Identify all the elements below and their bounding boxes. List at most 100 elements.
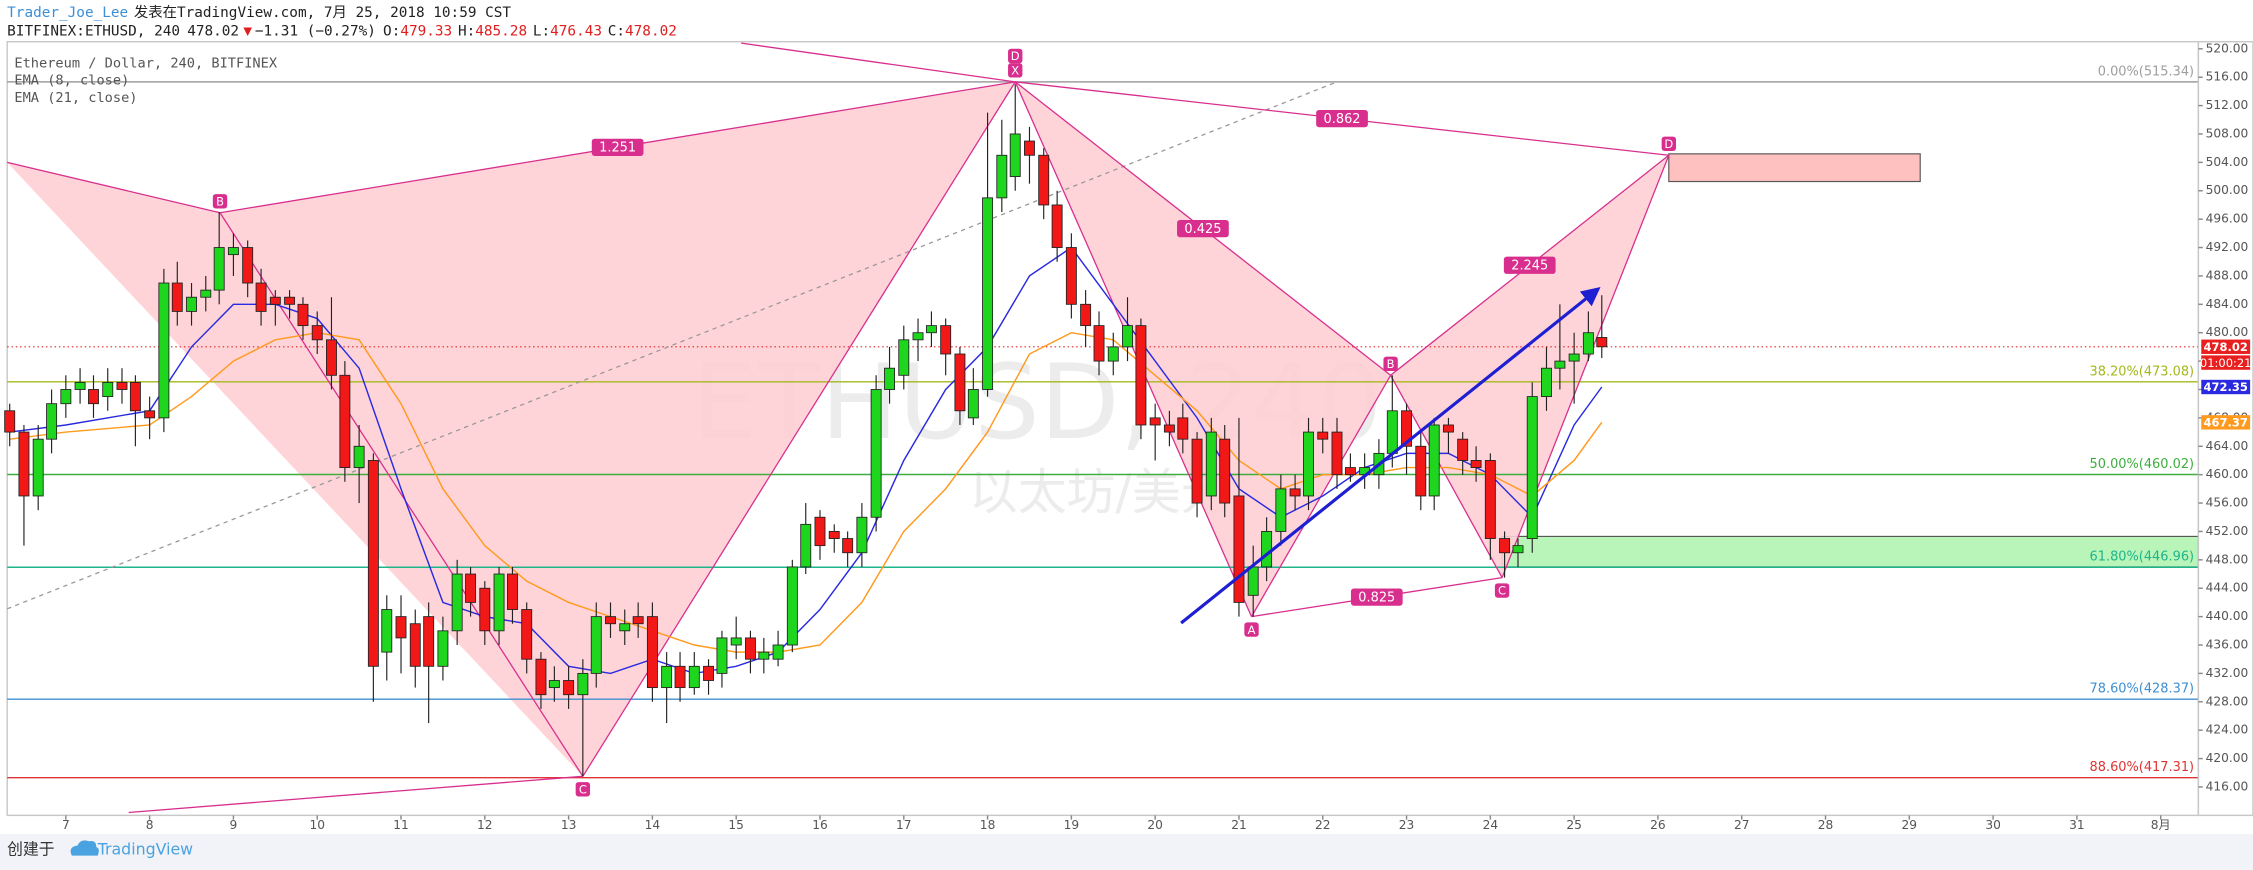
y-tick-label: 488.00 — [2206, 268, 2249, 282]
ratio-label: 2.245 — [1511, 258, 1548, 273]
y-tick-label: 520.00 — [2206, 41, 2249, 55]
ohlc-value: 476.43 — [550, 24, 602, 40]
candle-body — [744, 637, 756, 660]
candle-body — [716, 637, 728, 674]
candle-body — [1275, 488, 1287, 532]
candle-body — [200, 289, 212, 298]
candle-body — [158, 282, 170, 419]
footer-band — [0, 834, 2253, 870]
y-tick-label: 436.00 — [2206, 638, 2249, 652]
y-tick-label: 444.00 — [2206, 581, 2249, 595]
point-label: C — [579, 782, 587, 796]
candle-body — [116, 381, 128, 390]
y-tick-label: 420.00 — [2206, 751, 2249, 765]
candle-body — [590, 616, 602, 674]
watermark-sub: 以太坊/美元 — [969, 464, 1230, 521]
ohlc-key: C: — [608, 24, 625, 40]
candle-body — [996, 154, 1008, 199]
point-box — [1661, 136, 1677, 151]
candle-body — [884, 367, 895, 390]
candle-body — [144, 410, 156, 419]
price-tag-label: 472.35 — [2204, 380, 2248, 394]
ratio-label: 0.425 — [1184, 222, 1221, 237]
change: −1.31 (−0.27%) — [255, 24, 376, 40]
candle-body — [1512, 545, 1524, 554]
candle-body — [1568, 353, 1580, 362]
candle-body — [800, 523, 812, 568]
candle-body — [326, 339, 337, 376]
pattern-line — [7, 161, 221, 214]
x-tick-label: 16 — [812, 818, 828, 832]
legend-entry: EMA (21, close) — [14, 90, 137, 106]
y-tick-label: 496.00 — [2206, 212, 2249, 226]
candle-body — [1093, 325, 1105, 362]
ratio-box — [1503, 256, 1556, 274]
chart-title: Ethereum / Dollar, 240, BITFINEX — [14, 55, 277, 71]
point-label: D — [1011, 49, 1020, 63]
x-tick-label: 13 — [561, 818, 577, 832]
candle-body — [1051, 204, 1063, 248]
candle-body — [563, 680, 575, 696]
candle-body — [269, 296, 281, 305]
plot-layer: 0.00%(515.34) 38.20%(473.08) 50.00%(460.02… — [4, 40, 2253, 832]
change-arrow: ▼ — [243, 24, 252, 40]
level-label: 61.80%(446.96) — [2090, 550, 2195, 565]
candle-body — [255, 282, 267, 312]
x-tick-label: 14 — [645, 818, 661, 832]
symbol: BITFINEX:ETHUSD, 240 — [7, 24, 180, 40]
candle-body — [828, 531, 840, 539]
price-tag — [2201, 379, 2251, 395]
candle-body — [1233, 495, 1245, 603]
candle-body — [1554, 360, 1566, 369]
candle-body — [758, 651, 770, 660]
footer-brand[interactable]: TradingView — [97, 839, 193, 858]
y-tick-label: 508.00 — [2206, 126, 2249, 140]
candle-body — [1317, 431, 1329, 440]
pattern-line — [128, 775, 583, 814]
candle-body — [1401, 410, 1413, 447]
x-tick-label: 27 — [1734, 818, 1750, 832]
candle-body — [521, 609, 533, 660]
candle-body — [1038, 154, 1050, 206]
candle-body — [842, 538, 854, 554]
x-tick-label: 29 — [1902, 818, 1918, 832]
candle-body — [1331, 431, 1343, 476]
author[interactable]: Trader_Joe_Lee — [7, 5, 128, 21]
brand-logo[interactable] — [70, 840, 99, 856]
candle-body — [1149, 417, 1161, 426]
candle-body — [451, 573, 463, 632]
point-box — [212, 194, 228, 209]
candle-body — [1135, 325, 1147, 426]
candle-body — [213, 247, 225, 291]
ohlc-value: 478.02 — [625, 24, 677, 40]
candle-body — [703, 665, 715, 681]
x-tick-label: 9 — [230, 818, 238, 832]
candle-body — [1024, 140, 1035, 156]
candle-body — [548, 680, 560, 689]
y-tick-label: 484.00 — [2206, 297, 2249, 311]
candle-body — [1107, 346, 1119, 362]
candle-body — [1344, 467, 1356, 476]
pattern-area — [220, 81, 1016, 777]
candle-body — [982, 197, 994, 390]
x-tick-label: 25 — [1566, 818, 1582, 832]
candle-body — [1205, 431, 1217, 497]
pattern-line — [741, 42, 1016, 83]
candle-body — [688, 665, 700, 689]
level-label: 38.20%(473.08) — [2090, 364, 2195, 379]
candle-body — [409, 623, 421, 667]
candle-body — [1541, 367, 1552, 398]
candle-body — [1080, 303, 1092, 327]
candle-body — [1122, 325, 1133, 348]
y-tick-label: 516.00 — [2206, 70, 2249, 84]
y-tick-label: 448.00 — [2206, 552, 2249, 566]
candle-body — [646, 616, 658, 689]
header-line-2: BITFINEX:ETHUSD, 240 478.02 ▼ −1.31 (−0.27%… — [7, 24, 677, 40]
price-tag-label: 478.02 — [2204, 340, 2248, 354]
x-tick-label: 18 — [980, 818, 996, 832]
x-tick-label: 17 — [896, 818, 912, 832]
header-line-1: Trader_Joe_Lee 发表在TradingView.com, 7月 25,… — [7, 4, 511, 21]
candle-body — [479, 587, 491, 632]
pattern-line — [1390, 374, 1503, 578]
level-label: 0.00%(515.34) — [2098, 64, 2194, 79]
